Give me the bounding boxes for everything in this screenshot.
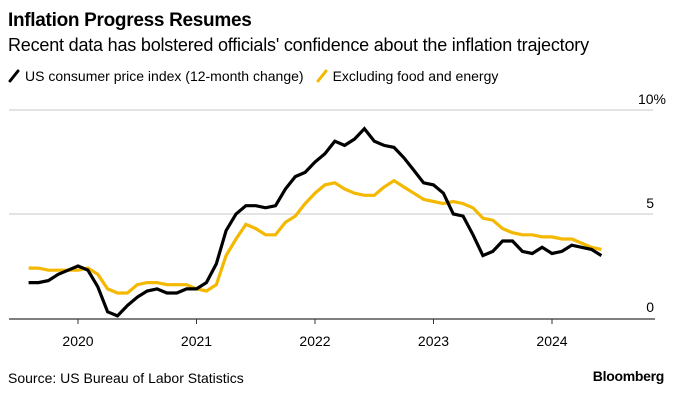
series-line-cpi	[28, 126, 603, 318]
legend-label-cpi: US consumer price index (12-month change…	[25, 68, 304, 84]
x-tick-label: 2021	[181, 333, 212, 349]
chart-subtitle: Recent data has bolstered officials' con…	[8, 35, 589, 55]
series-line-core	[28, 178, 602, 295]
x-tick-label: 2022	[299, 333, 330, 349]
series-lines	[28, 126, 603, 318]
legend-swatch-core	[316, 69, 328, 83]
source-note: Source: US Bureau of Labor Statistics	[8, 370, 244, 386]
bloomberg-logo: Bloomberg	[592, 368, 665, 384]
y-tick-label: 5	[646, 195, 654, 211]
gridlines	[9, 109, 653, 215]
legend-swatch-cpi	[8, 69, 20, 83]
x-axis: 2020 2021 2022 2023 2024	[9, 318, 655, 349]
x-tick-label: 2020	[62, 333, 93, 349]
x-tick-label: 2023	[418, 333, 449, 349]
y-tick-label: 0	[646, 299, 654, 315]
y-axis-labels: 0 5 10%	[638, 91, 666, 315]
y-tick-label: 10%	[638, 91, 666, 107]
legend: US consumer price index (12-month change…	[8, 68, 510, 84]
x-tick-label: 2024	[536, 333, 567, 349]
chart-title: Inflation Progress Resumes	[8, 10, 252, 31]
legend-label-core: Excluding food and energy	[332, 68, 499, 84]
legend-item-core: Excluding food and energy	[316, 68, 499, 84]
legend-item-cpi: US consumer price index (12-month change…	[8, 68, 304, 84]
